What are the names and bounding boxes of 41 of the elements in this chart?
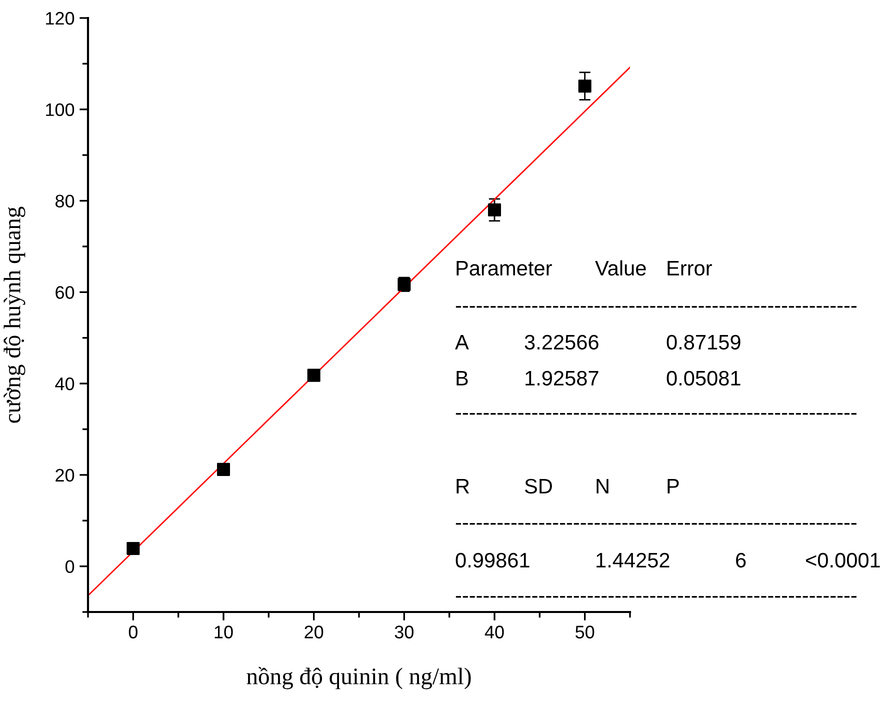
point [578,80,592,93]
annotation: R [456,479,470,494]
point [307,368,320,382]
annotation: ---------------------------------------------------------- [456,523,856,525]
y-tick-label: 120 [46,12,74,25]
y-tick-label: 100 [46,103,74,116]
x-tick-label: 20 [304,626,324,638]
annotation: 1.92587 [526,370,598,386]
text: P [668,479,679,494]
annotation: ---------------------------------------------------------- [456,306,856,308]
annotation: A [455,335,469,350]
text: <0.0001 [806,552,880,568]
annotation: B [456,371,468,386]
point [488,203,502,216]
annotation: 1.44252 [596,552,670,568]
annotation: ---------------------------------------------------------- [456,413,856,415]
annotation: N [596,479,608,494]
point [126,542,140,555]
y-tick-label: 40 [55,377,74,390]
y-axis-title: cường độ huỳnh quang [4,206,26,423]
x-tick-label: 0 [128,626,138,638]
annotation: Parameter [456,261,552,276]
y-tick-label: 20 [56,468,74,482]
annotation: Value [595,260,646,276]
x-tick-label: 50 [576,626,594,638]
annotation: SD [524,478,552,494]
y-tick-label: 80 [56,194,74,208]
x-tick-label: 40 [484,626,504,638]
annotation: ---------------------------------------------------------- [456,596,856,598]
x-axis-title: nồng độ quinin ( ng/ml) [246,667,471,690]
text: 0.87159 [666,334,740,350]
point [216,462,230,476]
y-tick-label: 0 [65,560,74,574]
text: 0.05081 [666,370,740,386]
annotation: 3.22566 [524,334,598,350]
y-tick-label: 60 [56,286,74,299]
x-tick-label: 30 [394,626,414,638]
x-tick-label: 10 [214,626,233,638]
text: Error [668,261,712,276]
text: 6 [736,552,746,568]
annotation: 0.99861 [456,552,530,568]
